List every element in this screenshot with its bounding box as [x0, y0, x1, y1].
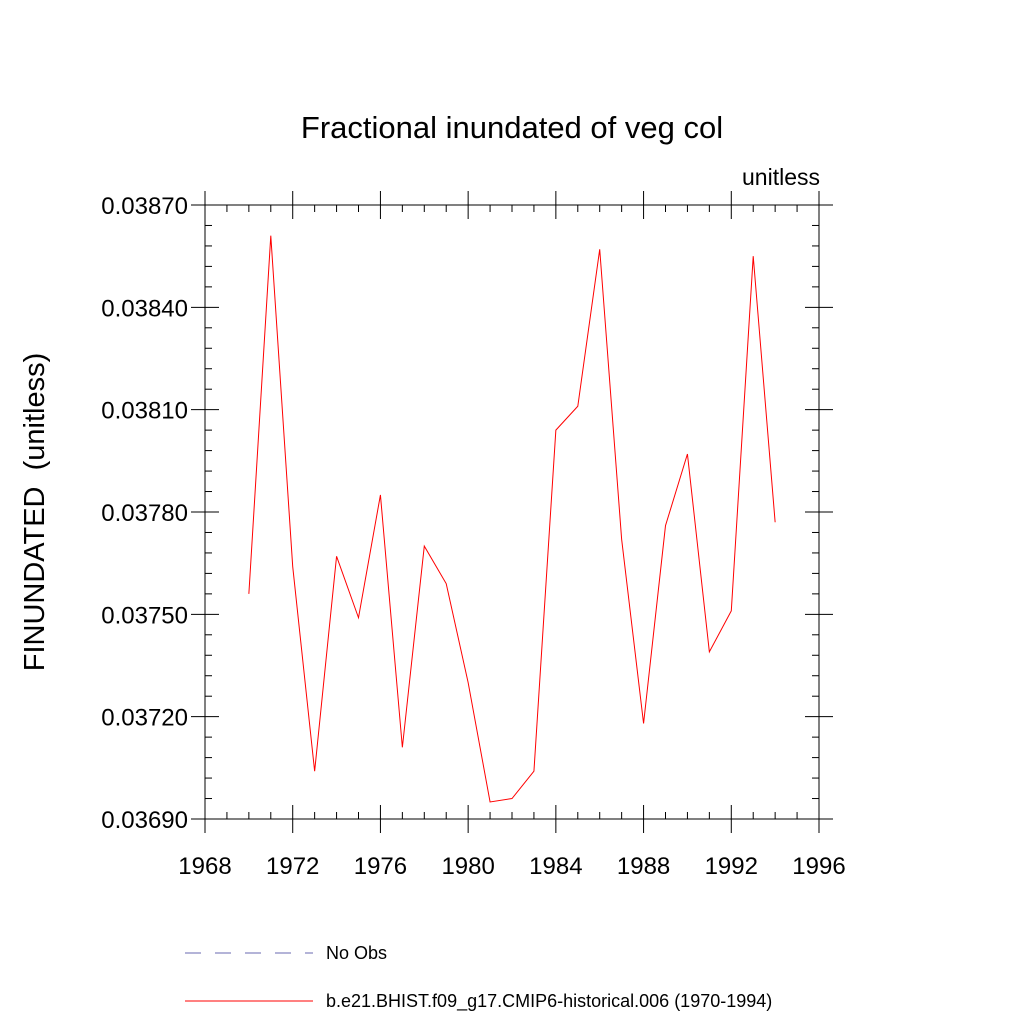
y-tick-label: 0.03810	[101, 398, 188, 425]
units-label: unitless	[742, 164, 820, 190]
series-line	[248, 235, 776, 803]
y-tick-label: 0.03720	[101, 705, 188, 732]
y-tick-label: 0.03870	[101, 193, 188, 220]
x-tick-label: 1988	[617, 853, 670, 880]
x-tick-label: 1992	[705, 853, 758, 880]
y-tick-label: 0.03750	[101, 602, 188, 629]
axes: 1968 1972 1976 1980 1984 1988 1992 1996 0.03690 0…	[101, 191, 846, 880]
plot-frame	[204, 204, 820, 820]
x-tick-label: 1984	[529, 853, 582, 880]
x-tick-label: 1996	[792, 853, 845, 880]
y-tick-label: 0.03690	[101, 807, 188, 834]
y-tick-label: 0.03840	[101, 295, 188, 322]
y-axis-label: FINUNDATED (unitless)	[19, 353, 51, 672]
legend-label: b.e21.BHIST.f09_g17.CMIP6-historical.006…	[326, 991, 772, 1012]
legend-label: No Obs	[326, 943, 387, 963]
chart-title: Fractional inundated of veg col	[301, 110, 723, 145]
x-tick-label: 1968	[178, 853, 231, 880]
series-layer	[248, 235, 776, 803]
x-tick-label: 1976	[354, 853, 407, 880]
y-tick-label: 0.03780	[101, 500, 188, 527]
x-tick-label: 1972	[266, 853, 319, 880]
legend: No Obs b.e21.BHIST.f09_g17.CMIP6-historic…	[185, 943, 772, 1012]
x-tick-label: 1980	[441, 853, 494, 880]
